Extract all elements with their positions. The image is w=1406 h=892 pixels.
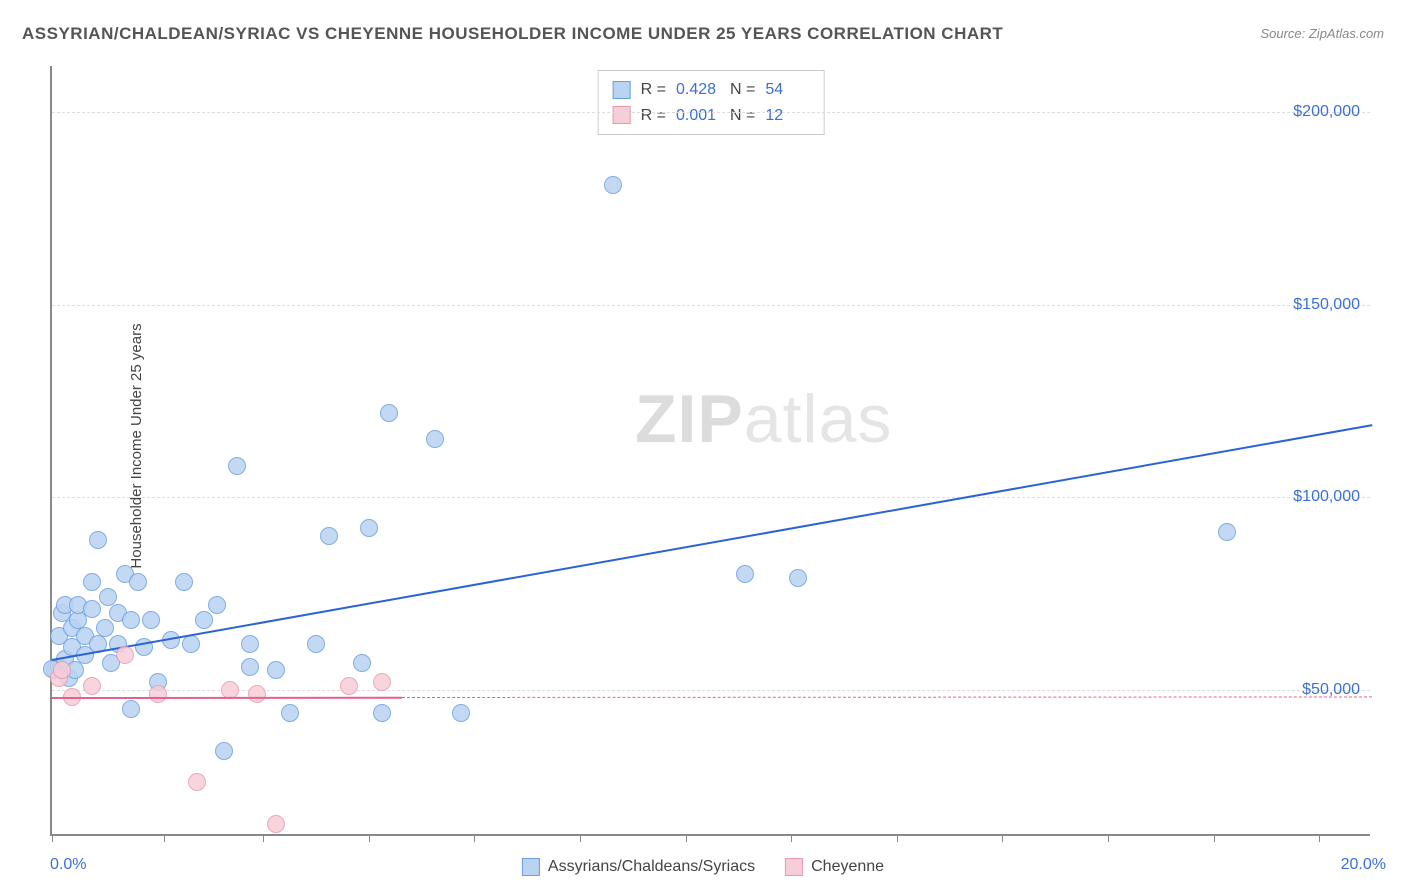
x-tick [474,834,475,842]
plot-area: ZIPatlas R =0.428N =54R =0.001N =12 $50,… [50,66,1370,836]
data-point [340,677,358,695]
data-point [373,704,391,722]
source-label: Source: ZipAtlas.com [1260,26,1384,41]
stat-r-value: 0.001 [676,103,720,129]
x-tick [1319,834,1320,842]
data-point [228,457,246,475]
stat-n-value: 54 [765,77,809,103]
data-point [360,519,378,537]
legend-label: Cheyenne [811,858,884,876]
legend: Assyrians/Chaldeans/Syriacs Cheyenne [522,858,884,876]
data-point [215,742,233,760]
data-point [320,527,338,545]
data-point [281,704,299,722]
data-point [307,635,325,653]
gridline [52,497,1370,498]
data-point [736,565,754,583]
data-point [241,635,259,653]
data-point [604,176,622,194]
data-point [188,773,206,791]
data-point [267,661,285,679]
data-point [89,531,107,549]
gridline [52,305,1370,306]
data-point [1218,523,1236,541]
stat-key: R = [641,103,666,129]
data-point [142,611,160,629]
y-tick-label: $200,000 [1293,103,1360,121]
data-point [208,596,226,614]
legend-swatch [613,106,631,124]
data-point [248,685,266,703]
x-tick [791,834,792,842]
data-point [83,677,101,695]
data-point [452,704,470,722]
stat-key: N = [730,103,755,129]
stat-key: R = [641,77,666,103]
data-point [373,673,391,691]
data-point [83,573,101,591]
data-point [122,611,140,629]
x-axis-min-label: 0.0% [50,856,86,874]
data-point [353,654,371,672]
y-tick-label: $150,000 [1293,296,1360,314]
stat-n-value: 12 [765,103,809,129]
data-point [241,658,259,676]
x-tick [580,834,581,842]
x-tick [686,834,687,842]
chart-title: ASSYRIAN/CHALDEAN/SYRIAC VS CHEYENNE HOU… [22,24,1003,44]
data-point [116,646,134,664]
stat-key: N = [730,77,755,103]
stat-r-value: 0.428 [676,77,720,103]
data-point [83,600,101,618]
x-axis-max-label: 20.0% [1341,856,1386,874]
stats-box: R = 0.428 N = 54 R = 0.001 N = 12 [598,70,825,135]
stats-row: R = 0.428 N = 54 [613,77,810,103]
data-point [175,573,193,591]
legend-label: Assyrians/Chaldeans/Syriacs [548,858,755,876]
legend-item: Assyrians/Chaldeans/Syriacs [522,858,755,876]
data-point [149,685,167,703]
x-tick [1108,834,1109,842]
legend-swatch [613,81,631,99]
x-tick [1002,834,1003,842]
trend-line [52,697,402,699]
data-point [122,700,140,718]
data-point [53,661,71,679]
data-point [195,611,213,629]
x-tick [897,834,898,842]
x-tick [369,834,370,842]
data-point [129,573,147,591]
trend-line-dashed [402,697,1372,699]
x-tick [164,834,165,842]
trend-line [52,424,1372,661]
data-point [380,404,398,422]
x-tick [52,834,53,842]
legend-swatch [522,858,540,876]
legend-swatch [785,858,803,876]
y-tick-label: $100,000 [1293,488,1360,506]
stats-row: R = 0.001 N = 12 [613,103,810,129]
data-point [267,815,285,833]
gridline [52,112,1370,113]
data-point [426,430,444,448]
data-point [96,619,114,637]
watermark: ZIPatlas [635,380,892,458]
x-tick [263,834,264,842]
x-tick [1214,834,1215,842]
data-point [789,569,807,587]
legend-item: Cheyenne [785,858,884,876]
